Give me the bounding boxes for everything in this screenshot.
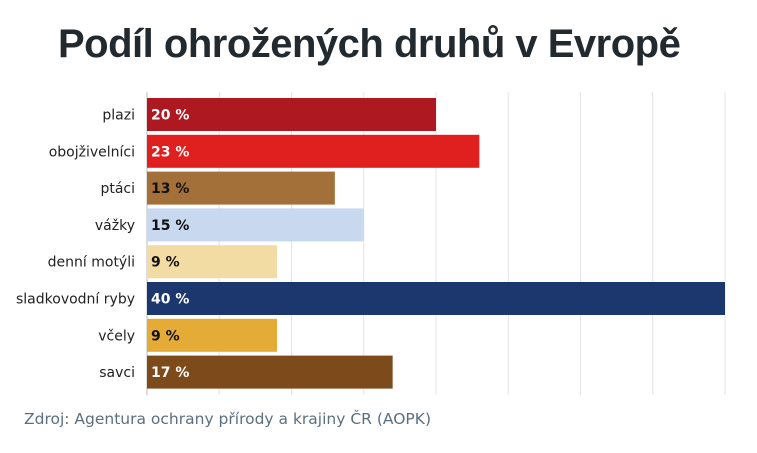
value-label: 9 % — [151, 255, 180, 271]
category-label: vážky — [95, 218, 135, 234]
value-label: 20 % — [151, 108, 189, 124]
bars: 20 % 23 % 13 % 15 % 9 % 40 % 9 % 17 % — [147, 98, 725, 389]
bar — [147, 134, 480, 168]
category-label: savci — [99, 365, 135, 381]
category-label: sladkovodní ryby — [16, 292, 135, 308]
category-label: včely — [98, 328, 135, 344]
chart-title: Podíl ohrožených druhů v Evropě — [58, 22, 681, 66]
value-label: 23 % — [151, 144, 189, 160]
source-note: Zdroj: Agentura ochrany přírody a krajin… — [24, 410, 431, 428]
bar — [147, 208, 364, 242]
bar-chart: 20 % 23 % 13 % 15 % 9 % 40 % 9 % 17 % plazi oboj… — [16, 92, 726, 395]
value-label: 17 % — [151, 365, 189, 381]
value-label: 15 % — [151, 218, 189, 234]
bar — [147, 282, 725, 315]
bar — [147, 245, 278, 279]
bar — [147, 171, 335, 205]
value-label: 40 % — [151, 292, 189, 308]
value-label: 13 % — [151, 181, 189, 197]
category-label: plazi — [102, 108, 135, 124]
bar — [147, 98, 436, 131]
category-label: ptáci — [100, 181, 135, 197]
category-labels: plazi obojživelníci ptáci vážky denní motýli… — [16, 108, 135, 382]
category-label: obojživelníci — [49, 144, 135, 160]
value-label: 9 % — [151, 328, 180, 344]
bar — [147, 318, 278, 352]
bar — [147, 355, 393, 389]
category-label: denní motýli — [48, 255, 135, 271]
